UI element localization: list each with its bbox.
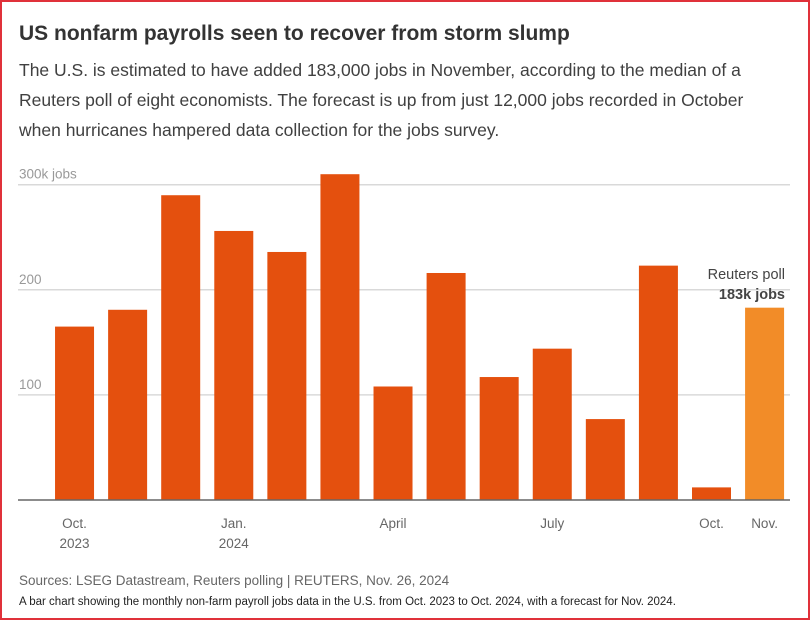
x-tick-label: Nov.	[751, 516, 778, 531]
chart-title: US nonfarm payrolls seen to recover from…	[19, 22, 570, 45]
bar	[267, 251, 307, 500]
y-tick-label: 300k jobs	[19, 167, 77, 182]
bar	[479, 377, 519, 500]
bar	[373, 386, 413, 500]
bar	[55, 326, 95, 500]
chart-subtitle: The U.S. is estimated to have added 183,…	[19, 60, 744, 140]
y-tick-label: 200	[19, 272, 42, 287]
x-tick-label: Jan. 2024	[218, 516, 249, 551]
bar	[585, 419, 625, 500]
source: Sources: LSEG Datastream, Reuters pollin…	[19, 573, 450, 588]
annotation: 183k jobs	[719, 287, 785, 303]
bar	[692, 487, 731, 500]
bar	[532, 348, 572, 500]
description: A bar chart showing the monthly non-farm…	[19, 596, 676, 608]
annotation: Reuters poll	[708, 267, 785, 283]
x-tick-label: July	[540, 516, 565, 531]
bar	[745, 307, 785, 500]
x-tick-label: Oct.	[699, 516, 724, 531]
x-tick-label: April	[379, 516, 407, 531]
bar	[161, 195, 201, 500]
bar	[638, 265, 678, 500]
y-tick-label: 100	[19, 377, 42, 392]
bar	[214, 230, 254, 500]
bar	[108, 309, 148, 500]
bar	[426, 272, 466, 500]
bar	[320, 174, 360, 500]
x-tick-label: Oct. 2023	[59, 516, 90, 551]
